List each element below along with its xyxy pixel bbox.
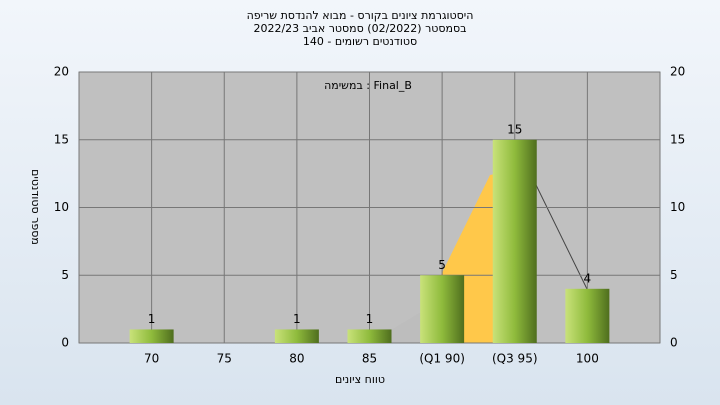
bar <box>274 329 319 343</box>
x-tick-label: 85 <box>362 352 377 366</box>
y2-tick-label: 0 <box>670 336 678 350</box>
chart-title: היסטוגרמת ציונים בקורס - מבוא להנדסת שרי… <box>247 9 474 22</box>
x-tick-label: 100 <box>576 352 599 366</box>
marks: 0 0 5 5 10 10 15 15 20 20 70 1 75 80 1 85 1 (Q1 90) 5 (Q3 9… <box>54 65 686 366</box>
x-tick-label: 75 <box>217 352 232 366</box>
data-label: 1 <box>293 312 301 326</box>
y-tick-label: 0 <box>61 336 69 350</box>
x-tick-label: 80 <box>289 352 304 366</box>
data-label: 1 <box>148 312 156 326</box>
x-tick-label: (Q1 90) <box>419 352 465 366</box>
y2-tick-label: 15 <box>670 132 685 146</box>
x-axis-label: טווח ציונים <box>335 373 385 386</box>
bar <box>347 329 392 343</box>
y2-tick-label: 20 <box>670 65 685 79</box>
y-axis-label: מספר סטודנטים <box>29 169 42 245</box>
y-tick-label: 20 <box>54 65 69 79</box>
chart-subtitle: בסמסטר (02/2022) סמסטר אביב 2022/23 <box>253 22 466 35</box>
data-label: 5 <box>438 258 446 272</box>
chart-subtitle: סטודנטים רשומים - 140 <box>303 35 417 48</box>
y-tick-label: 15 <box>54 132 69 146</box>
x-tick-label: 70 <box>144 352 159 366</box>
bar <box>565 288 610 343</box>
bar <box>129 329 174 343</box>
y2-tick-label: 5 <box>670 268 678 282</box>
x-tick-label: (Q3 95) <box>492 352 538 366</box>
y-tick-label: 10 <box>54 200 69 214</box>
data-label: 15 <box>507 122 522 136</box>
y2-tick-label: 10 <box>670 200 685 214</box>
data-label: 4 <box>584 271 592 285</box>
y-tick-label: 5 <box>61 268 69 282</box>
bar <box>492 139 537 343</box>
bar <box>420 275 465 343</box>
data-label: 1 <box>366 312 374 326</box>
annotation: במשימה : Final_B <box>324 79 412 92</box>
